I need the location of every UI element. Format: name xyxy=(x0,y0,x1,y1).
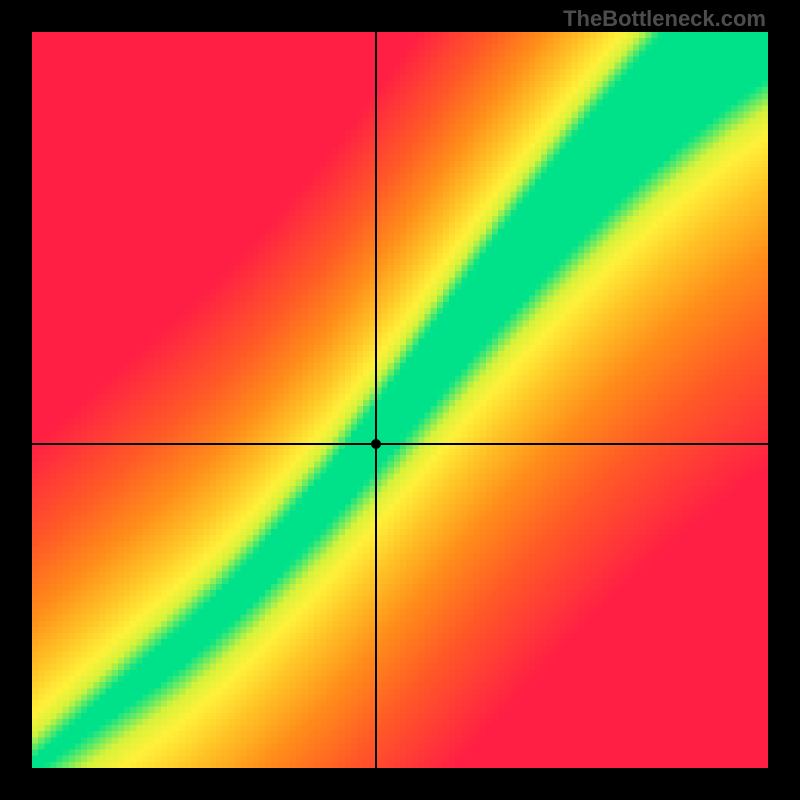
bottleneck-heatmap xyxy=(32,32,768,768)
crosshair-marker xyxy=(371,439,381,449)
attribution-label: TheBottleneck.com xyxy=(563,6,766,32)
crosshair-vertical xyxy=(375,32,377,768)
crosshair-horizontal xyxy=(32,443,768,445)
chart-container: TheBottleneck.com xyxy=(0,0,800,800)
